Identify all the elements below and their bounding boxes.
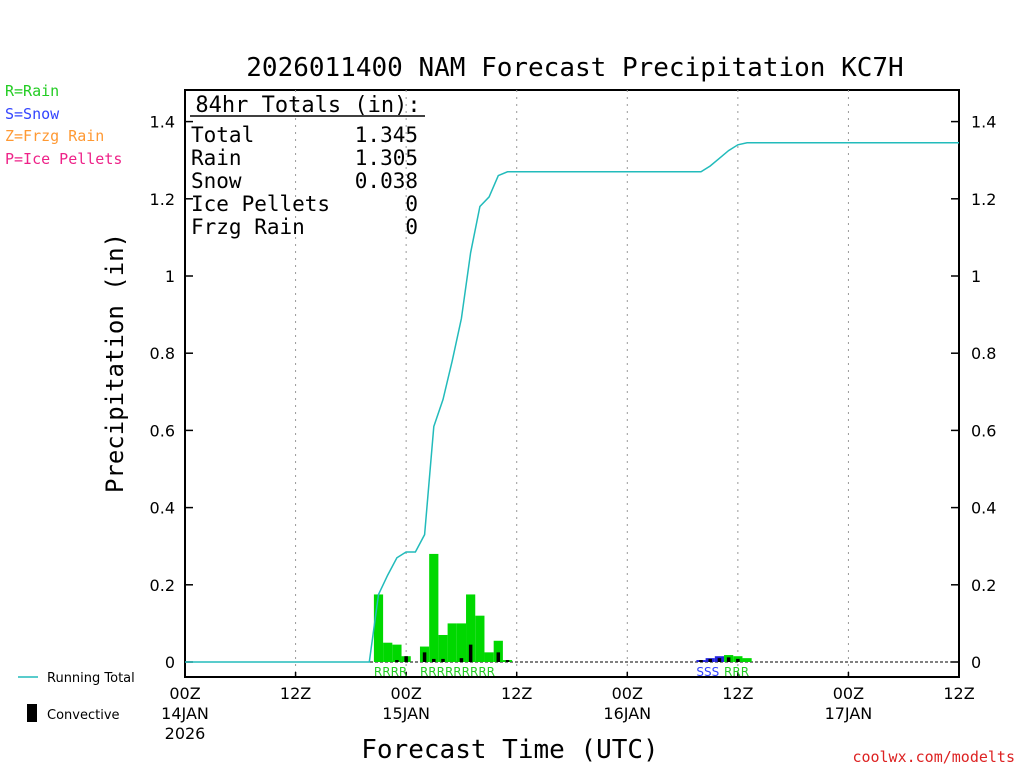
convective-bar [404,656,408,662]
ptype-string: RRRRRRRRR [420,665,495,679]
source-credit: coolwx.com/modelts [852,748,1015,766]
x-tick-label: 12Z [280,684,311,703]
convective-bar [736,658,740,662]
y-tick-label-left: 0.4 [150,499,175,518]
precip-bars [373,553,752,662]
convective-bar [726,657,731,662]
x-tick-year: 2026 [165,724,206,743]
y-axis-ticks: 0 00.2 0.20.4 0.40.6 0.60.8 0.81 11.2 1.21.4 1.4 [150,113,997,672]
y-tick-label-left: 0.6 [150,421,175,440]
convective-bar [505,660,510,662]
y-axis-label: Precipitation (in) [101,233,129,493]
convective-bar [699,660,703,662]
x-tick-label: 12Z [943,684,974,703]
precip-bar [447,623,457,662]
totals-row-label: Total [191,123,254,147]
chart-title: 2026011400 NAM Forecast Precipitation KC… [246,53,903,83]
totals-row-label: Frzg Rain [191,215,305,239]
bottom-legend: Running Total Convective [18,671,135,723]
ptype-string: RRRR [374,665,407,679]
totals-heading: 84hr Totals (in): [195,93,420,118]
y-tick-label-right: 0.4 [971,499,996,518]
precip-bar [475,615,485,662]
precip-bar [493,640,503,662]
x-tick-label: 12Z [722,684,753,703]
legend-rain: R=Rain [5,82,59,100]
x-tick-label: 00Z [612,684,643,703]
ptype-string: RRR [724,665,749,679]
precip-bar [466,594,476,662]
convective-bar [717,658,722,662]
precip-bar [456,623,467,662]
y-tick-label-right: 1 [971,267,981,286]
totals-row-label: Ice Pellets [191,192,330,216]
convective-legend-label: Convective [47,708,120,723]
legend-ice-pellets: P=Ice Pellets [5,150,122,168]
totals-row-value: 0 [405,215,418,239]
precip-bar [742,658,752,662]
x-tick-label: 00Z [833,684,864,703]
x-tick-label: 00Z [390,684,421,703]
convective-bar [468,644,473,662]
convective-bar [395,660,399,662]
totals-row-value: 0 [405,192,418,216]
totals-row-label: Snow [191,169,242,193]
precip-bar [429,553,439,662]
y-tick-label-right: 1.4 [971,113,996,132]
ptype-legend: R=Rain S=Snow Z=Frzg Rain P=Ice Pellets [5,82,122,168]
convective-bar [441,658,445,662]
precip-bar [484,652,494,662]
precip-bar [373,594,384,662]
x-axis-label: Forecast Time (UTC) [361,735,658,765]
precip-bar [392,644,402,662]
running-total-line [185,142,959,663]
x-tick-date: 17JAN [825,704,873,723]
convective-bar [432,658,436,662]
legend-snow: S=Snow [5,105,60,123]
y-tick-label-left: 1.2 [150,190,175,209]
x-tick-date: 14JAN [161,704,209,723]
totals-row-value: 0.038 [355,169,418,193]
y-tick-label-right: 0 [971,653,981,672]
y-tick-label-left: 1.4 [150,113,175,132]
convective-bar [708,658,712,662]
plot-frame [184,89,960,678]
y-tick-label-left: 1 [165,267,175,286]
totals-row-label: Rain [191,146,242,170]
x-tick-date: 15JAN [382,704,430,723]
convective-bar [496,652,501,662]
x-tick-date: 16JAN [603,704,651,723]
y-tick-label-right: 0.8 [971,344,996,363]
y-tick-label-left: 0.2 [150,576,175,595]
y-tick-label-right: 0.2 [971,576,996,595]
y-tick-label-left: 0.8 [150,344,175,363]
x-tick-label: 12Z [501,684,532,703]
x-tick-label: 00Z [169,684,200,703]
ptype-string: SSS [696,665,719,679]
convective-bar [459,658,464,662]
y-tick-label-right: 1.2 [971,190,996,209]
totals-row-value: 1.305 [355,146,418,170]
convective-swatch [27,704,37,722]
precip-bar [383,642,393,662]
totals-box: 84hr Totals (in): Total 1.345 Rain 1.305 Sno… [190,93,425,239]
y-tick-label-left: 0 [165,653,175,672]
legend-frzg-rain: Z=Frzg Rain [5,127,104,145]
y-tick-label-right: 0.6 [971,421,996,440]
precip-bar [438,634,448,662]
running-total-legend-label: Running Total [47,671,135,686]
totals-row-value: 1.345 [355,123,418,147]
convective-bar [422,652,427,662]
ptype-strings: RRRR RRRRRRRRR SSS RRR [374,665,749,679]
